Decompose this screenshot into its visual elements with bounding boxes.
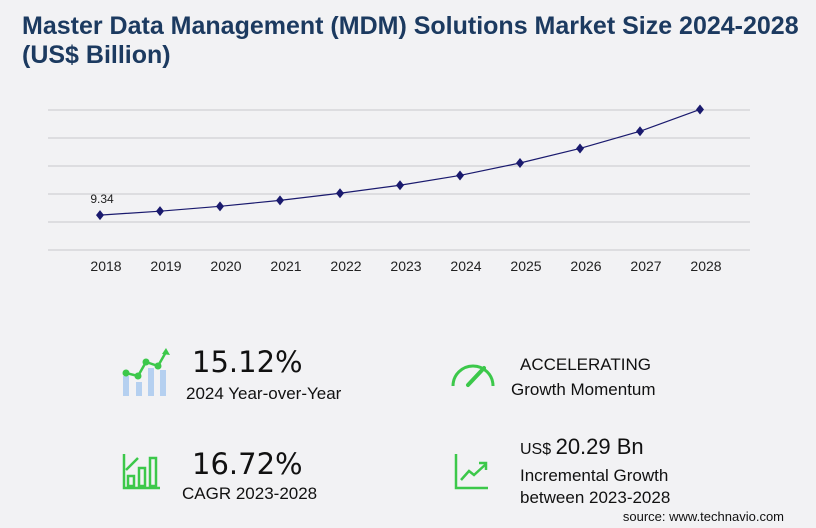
x-tick-label: 2019: [150, 258, 181, 274]
bar-trend-icon: [122, 348, 170, 396]
line-chart: 2018 9.34 2019 2020 2021 2022 2023 2024 2025 2026…: [48, 104, 750, 274]
x-tick-label: 2025: [510, 258, 541, 274]
yoy-value: 15.12%: [192, 345, 303, 379]
data-point-2023: [396, 180, 404, 191]
cagr-label: CAGR 2023-2028: [182, 484, 318, 503]
yoy-label: 2024 Year-over-Year: [186, 384, 342, 403]
incremental-label-2: between 2023-2028: [520, 488, 671, 507]
x-tick-label: 2018: [90, 258, 121, 274]
data-label: 9.34: [90, 192, 114, 206]
incremental-label-1: Incremental Growth: [520, 466, 669, 485]
data-point-2024: [456, 170, 464, 181]
data-point-2027: [636, 126, 644, 137]
speedometer-icon: [451, 364, 495, 387]
growth-line-icon: [454, 454, 488, 490]
data-point-2019: [156, 206, 164, 217]
data-point-2021: [276, 195, 284, 206]
x-tick-label: 2028: [690, 258, 721, 274]
series-line: [99, 108, 701, 216]
x-tick-label: 2024: [450, 258, 481, 274]
data-point-2022: [336, 188, 344, 199]
x-tick-label: 2026: [570, 258, 601, 274]
incremental-amount: 20.29 Bn: [555, 434, 644, 459]
x-tick-label: 2027: [630, 258, 661, 274]
cagr-value: 16.72%: [192, 447, 303, 481]
data-point-2026: [576, 143, 584, 154]
incremental-value: US$ 20.29 Bn: [520, 434, 644, 460]
x-tick-label: 2022: [330, 258, 361, 274]
data-point-2020: [216, 201, 224, 212]
data-point-2025: [516, 158, 524, 169]
momentum-label: Growth Momentum: [511, 380, 656, 399]
data-point-2018: [96, 210, 104, 221]
currency-prefix: US$: [520, 441, 552, 458]
momentum-value: ACCELERATING: [520, 355, 651, 374]
chart-title: Master Data Management (MDM) Solutions M…: [22, 12, 799, 69]
source-text: source: www.technavio.com: [622, 509, 784, 524]
x-tick-label: 2023: [390, 258, 421, 274]
x-tick-label: 2021: [270, 258, 301, 274]
x-tick-label: 2020: [210, 258, 241, 274]
data-point-2028: [696, 104, 704, 115]
bar-chart-icon: [122, 454, 160, 490]
